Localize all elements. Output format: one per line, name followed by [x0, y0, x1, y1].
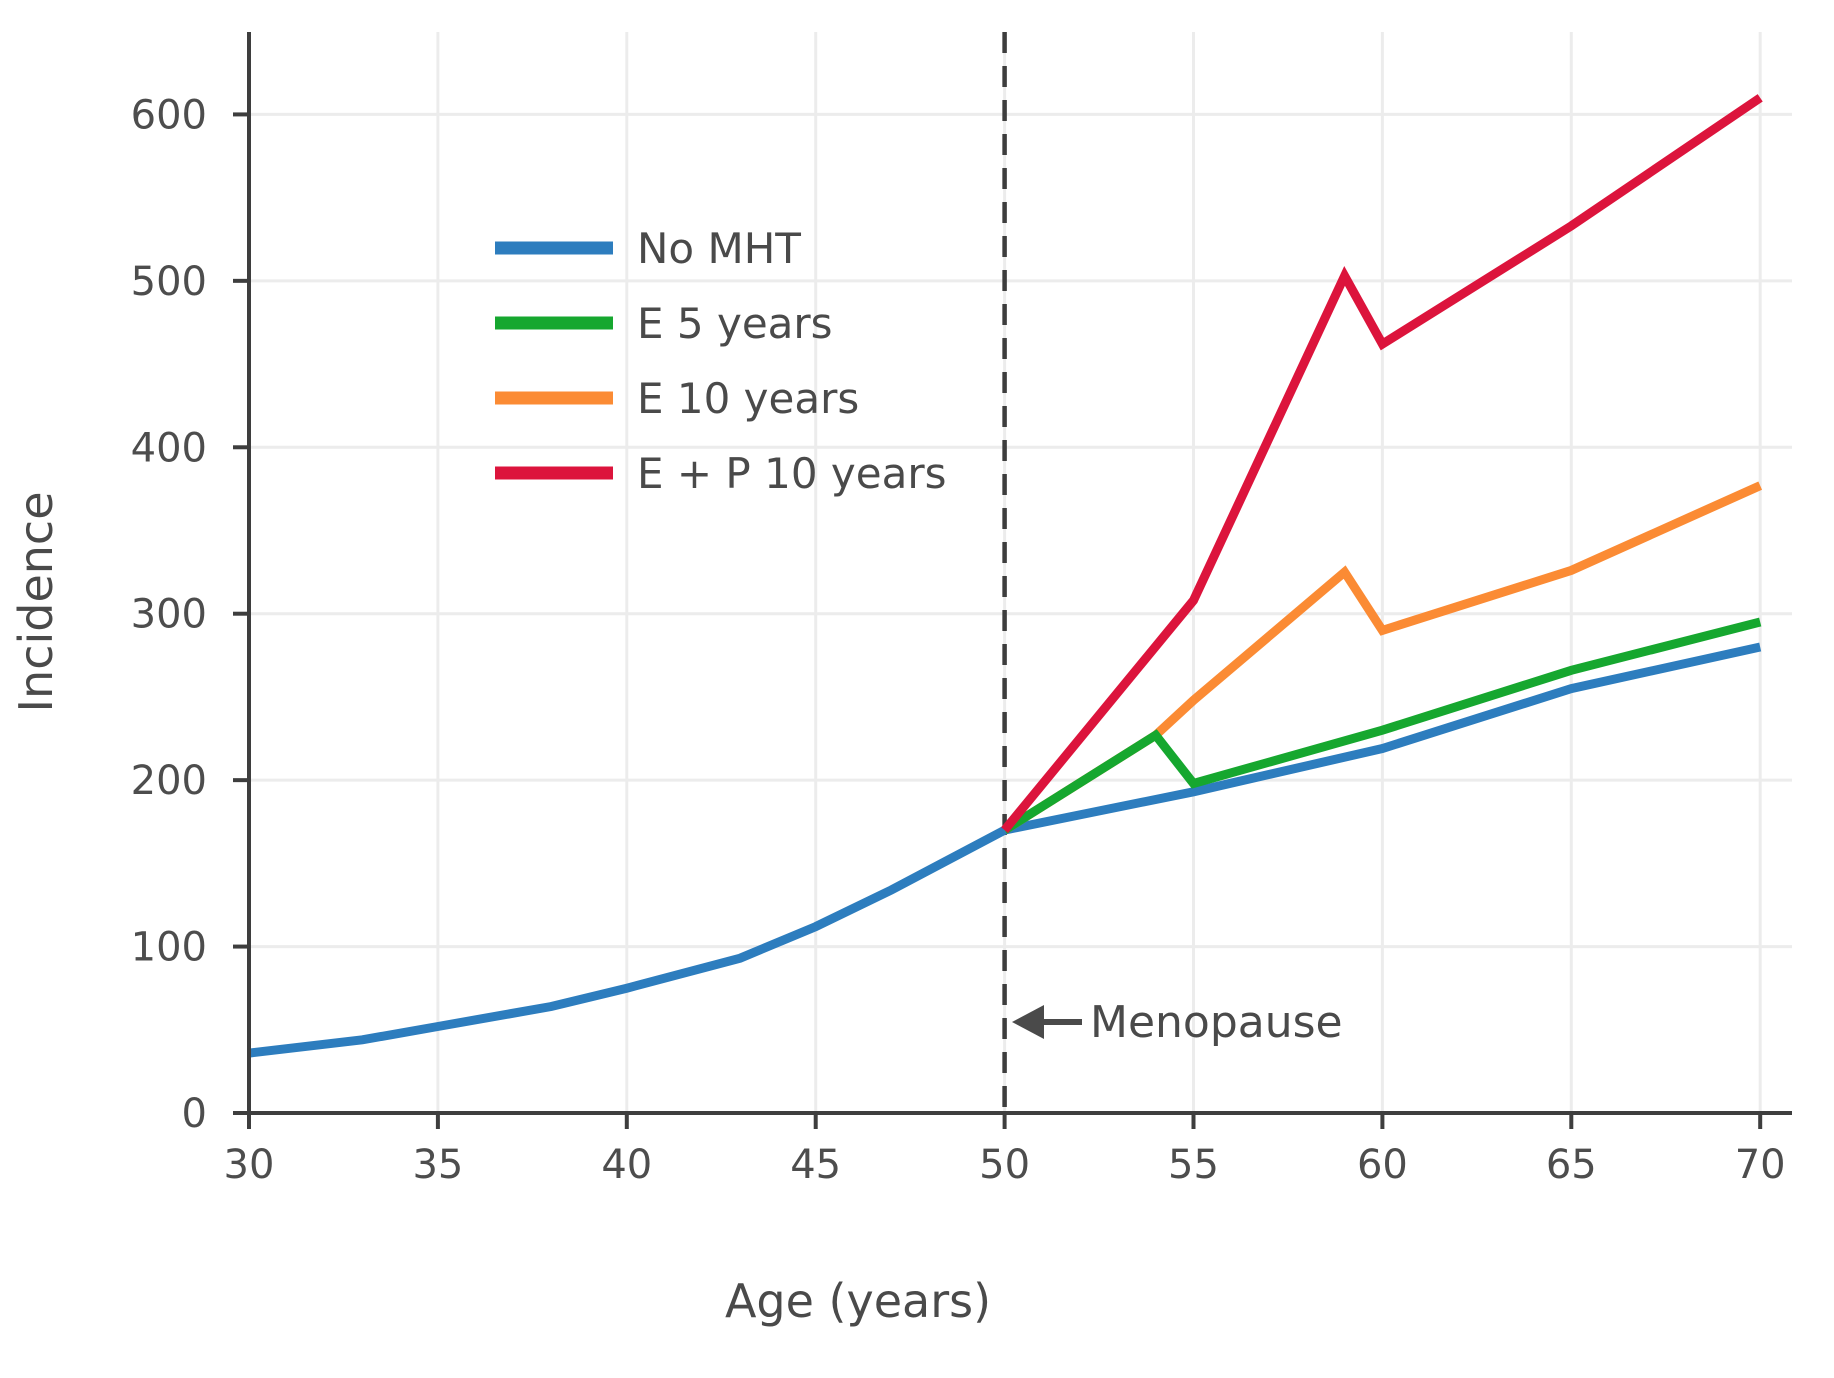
legend-label-e-p-10-years: E + P 10 years: [637, 449, 946, 498]
legend-label-no-mht: No MHT: [637, 224, 801, 273]
tick-labels: 30 35 40 45 50 55 60 65 70 0 100 200 300 400 500 600: [131, 92, 1786, 1188]
y-tick-label-500: 500: [131, 259, 207, 305]
x-tick-label-70: 70: [1735, 1142, 1786, 1188]
x-tick-label-45: 45: [790, 1142, 841, 1188]
x-axis-title: Age (years): [725, 1274, 991, 1328]
x-tick-label-40: 40: [601, 1142, 652, 1188]
legend-label-e-10-years: E 10 years: [637, 374, 859, 423]
x-tick-label-35: 35: [412, 1142, 463, 1188]
x-tick-label-60: 60: [1357, 1142, 1408, 1188]
y-tick-label-100: 100: [131, 925, 207, 971]
left-arrow-icon: [1012, 1005, 1044, 1039]
x-tick-label-55: 55: [1168, 1142, 1219, 1188]
axes: [233, 32, 1792, 1129]
legend: No MHT E 5 years E 10 years E + P 10 years: [495, 224, 946, 498]
gridlines: [247, 32, 1792, 1115]
y-tick-label-300: 300: [131, 592, 207, 638]
y-tick-label-400: 400: [131, 425, 207, 471]
y-tick-label-600: 600: [131, 92, 207, 138]
x-tick-label-50: 50: [979, 1142, 1030, 1188]
menopause-label: Menopause: [1090, 997, 1343, 1048]
x-tick-label-30: 30: [224, 1142, 275, 1188]
series-line-no-mht: [248, 642, 1762, 1058]
y-axis-title: Incidence: [9, 491, 63, 712]
y-tick-label-200: 200: [131, 758, 207, 804]
menopause-annotation: Menopause: [1012, 997, 1343, 1048]
series-lines: [248, 94, 1763, 1058]
x-tick-label-65: 65: [1546, 1142, 1597, 1188]
series-line-e-p-10-years: [1001, 94, 1763, 833]
y-tick-label-0: 0: [182, 1091, 207, 1137]
legend-label-e-5-years: E 5 years: [637, 299, 833, 348]
series-line-e-5-years: [1002, 617, 1762, 834]
